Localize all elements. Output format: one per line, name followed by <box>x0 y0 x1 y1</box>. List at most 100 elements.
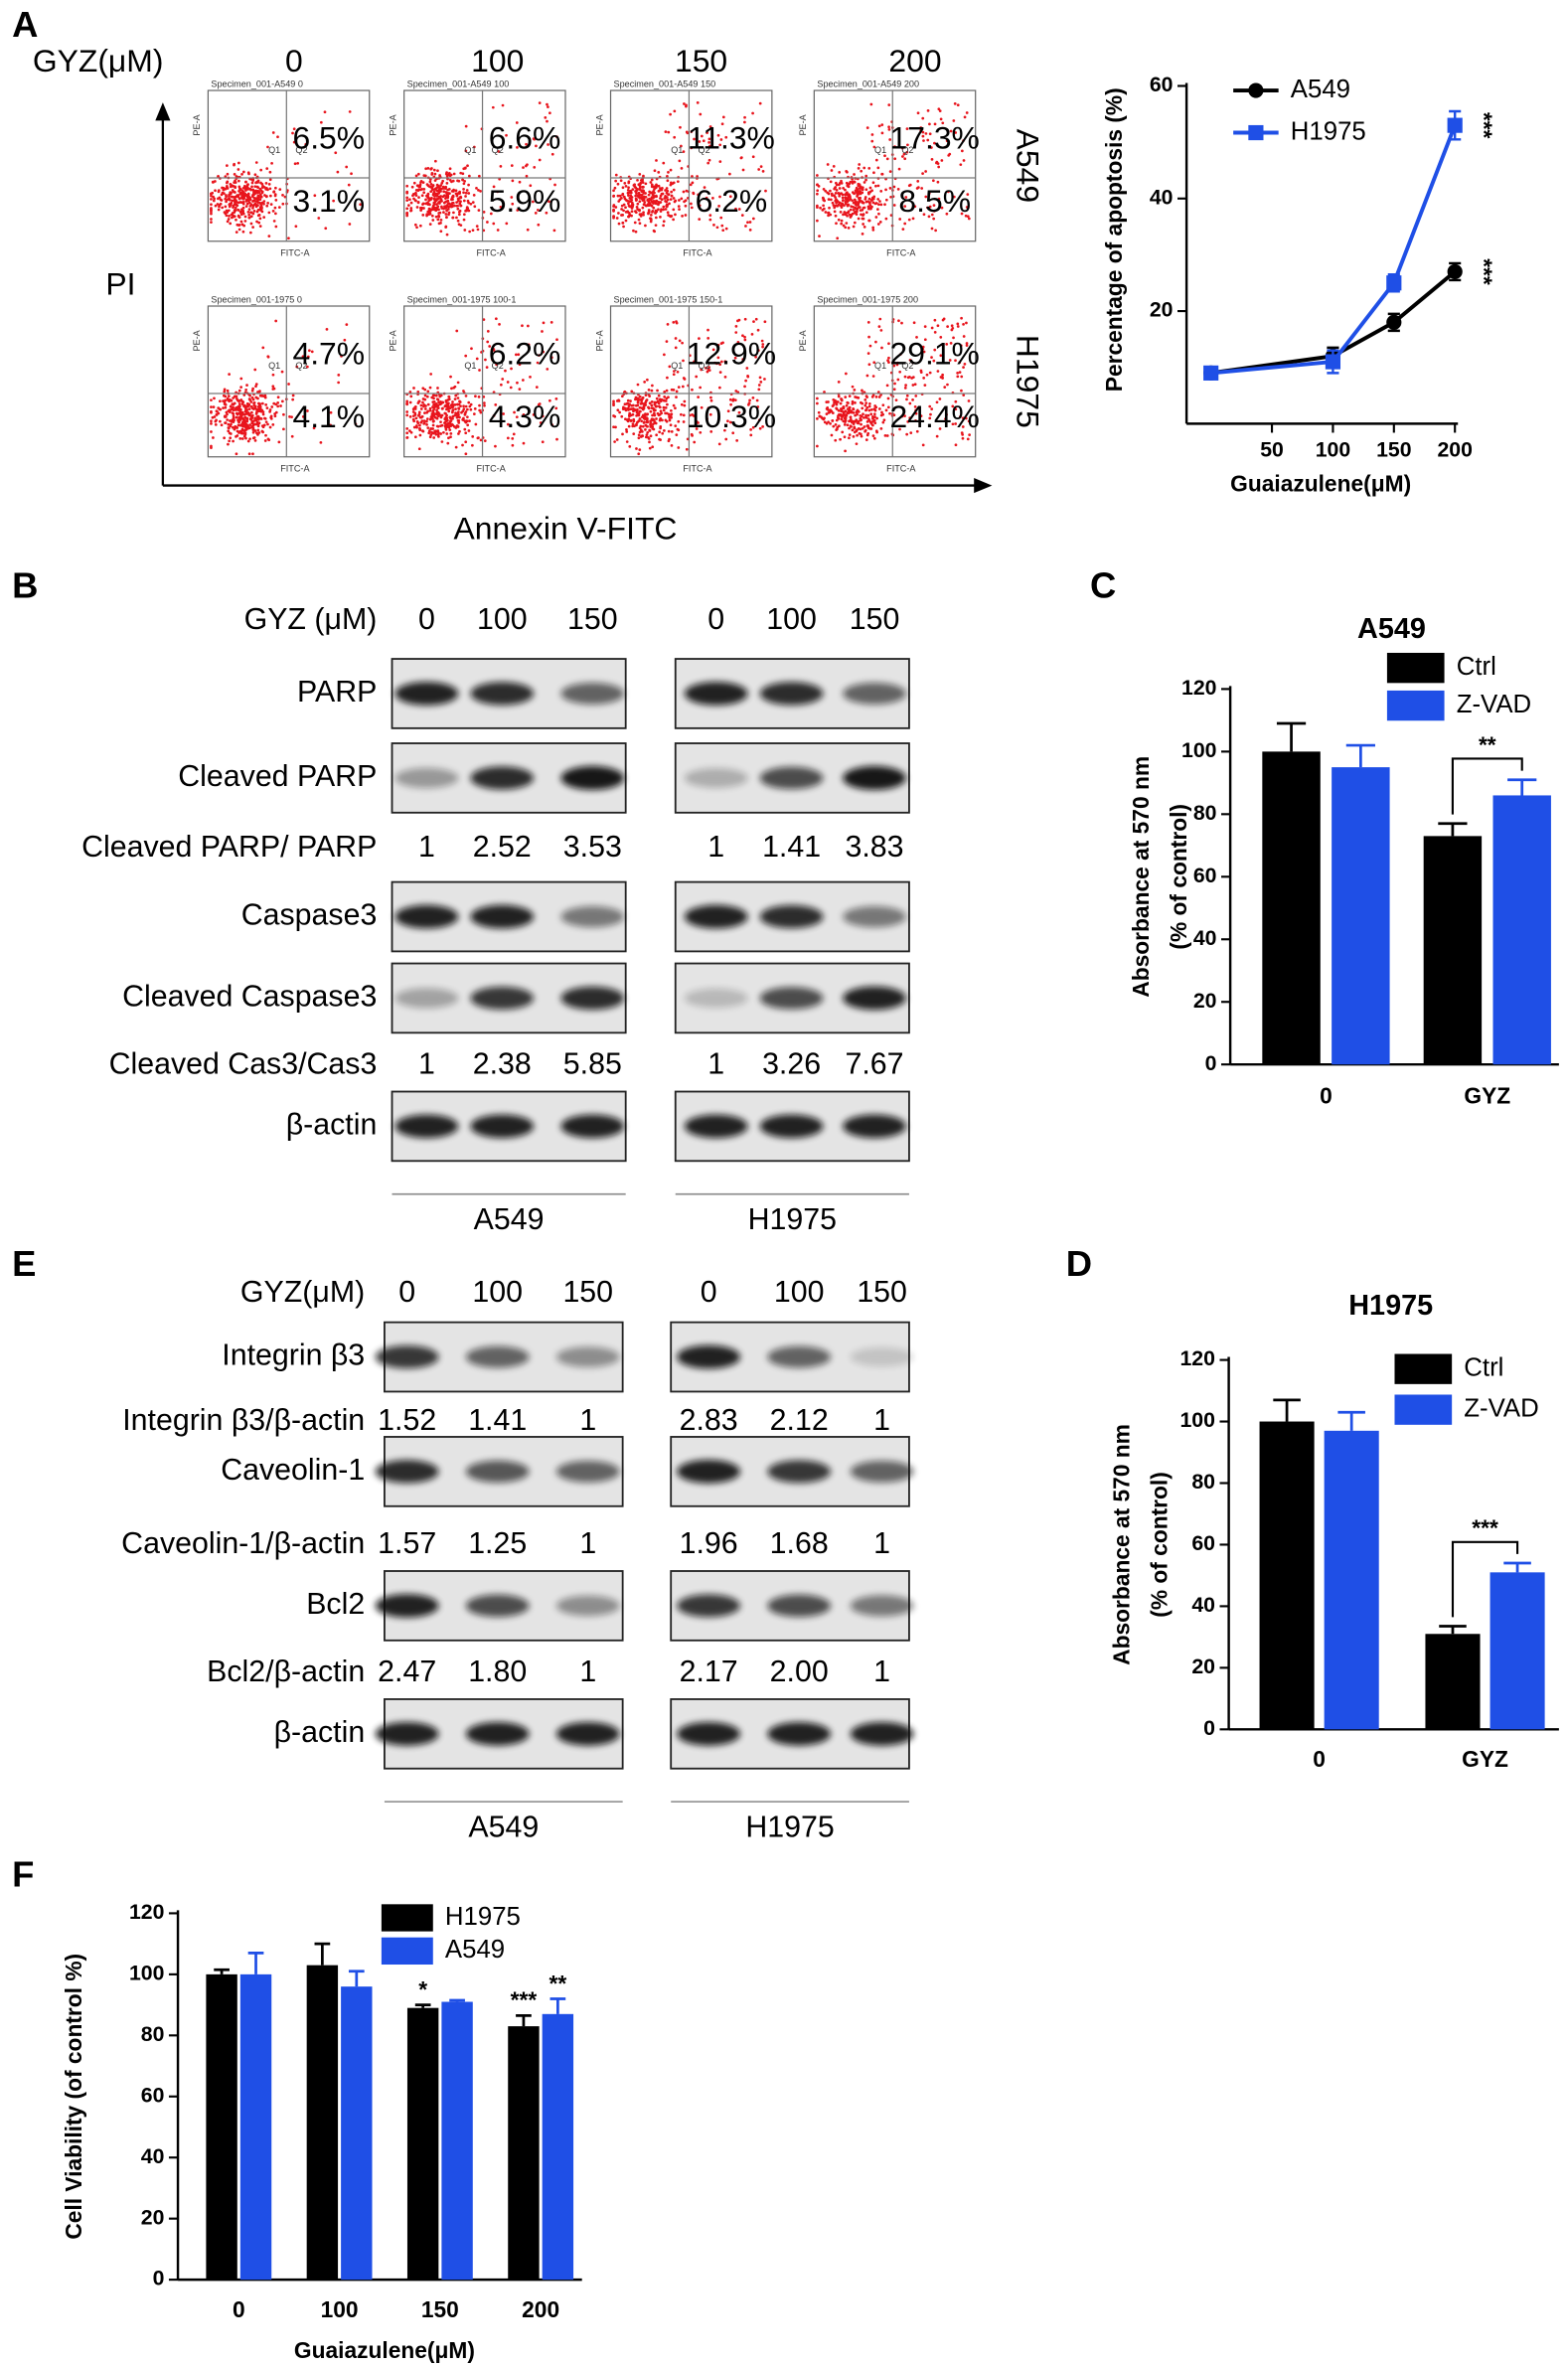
dot <box>225 200 228 204</box>
dot <box>238 437 242 440</box>
dot <box>231 216 234 220</box>
dot <box>435 208 439 211</box>
dot <box>877 203 880 207</box>
dot <box>260 191 264 195</box>
dot <box>451 216 455 220</box>
dot <box>244 205 248 208</box>
dot <box>250 185 253 189</box>
dot <box>854 401 857 404</box>
dot <box>879 394 882 396</box>
dot <box>457 179 461 183</box>
dot <box>856 188 860 191</box>
dot <box>637 433 641 437</box>
legend-label: Ctrl <box>1457 653 1496 681</box>
dot <box>662 405 666 409</box>
dot <box>482 318 486 322</box>
dot <box>959 163 963 167</box>
dot <box>231 425 235 429</box>
dot <box>648 446 652 450</box>
dot <box>424 198 427 202</box>
dot <box>672 181 676 185</box>
dot <box>256 424 260 428</box>
dot <box>698 204 702 208</box>
dot <box>650 403 654 407</box>
dot <box>224 403 228 406</box>
dot <box>652 200 655 204</box>
dot <box>851 385 855 389</box>
dot <box>639 424 643 428</box>
dot <box>923 384 927 388</box>
dot <box>734 207 737 211</box>
dot <box>242 224 246 228</box>
dot <box>652 427 656 431</box>
dot <box>263 439 267 442</box>
dot <box>216 409 219 413</box>
dot <box>264 433 267 437</box>
dot <box>522 413 526 416</box>
dot <box>627 194 630 198</box>
dot <box>271 131 275 134</box>
dot <box>241 230 245 234</box>
dot <box>653 400 657 404</box>
arrow-head <box>974 477 993 494</box>
dot <box>241 416 245 420</box>
dose: 100 <box>774 1276 825 1309</box>
channel-label: PE-A <box>594 113 604 135</box>
dot <box>225 214 229 218</box>
dot <box>840 219 844 223</box>
dot <box>451 423 455 427</box>
dot <box>715 226 719 230</box>
dot <box>852 208 856 212</box>
specimen-name: Specimen_001-1975 100-1 <box>407 294 517 304</box>
dot <box>871 375 875 378</box>
dot <box>663 197 667 200</box>
dot <box>492 348 496 351</box>
dot <box>313 194 317 198</box>
dot <box>405 199 409 203</box>
dot <box>468 419 471 422</box>
dot <box>453 397 457 400</box>
dot <box>494 317 498 321</box>
dot <box>214 423 218 426</box>
dot <box>405 431 409 435</box>
ratio: 1.68 <box>770 1527 829 1560</box>
dot <box>637 218 641 222</box>
dot <box>901 155 904 158</box>
dot <box>641 424 645 428</box>
marker <box>1447 263 1463 279</box>
dot <box>748 229 752 232</box>
dot <box>232 416 235 419</box>
dot <box>419 407 423 410</box>
dot <box>840 203 844 207</box>
dot <box>846 400 850 404</box>
dot <box>416 189 420 193</box>
dot <box>674 424 678 427</box>
dot <box>699 112 703 116</box>
ratio: 1.25 <box>468 1527 527 1560</box>
dot <box>259 189 263 192</box>
dot <box>227 442 230 446</box>
dose: 100 <box>472 1276 523 1309</box>
dot <box>428 208 432 211</box>
dot <box>458 202 462 206</box>
dot <box>847 211 850 215</box>
band <box>677 1460 740 1484</box>
dot <box>291 394 295 397</box>
annotation: ** <box>1479 731 1496 757</box>
dot <box>647 389 651 392</box>
dot <box>483 403 486 407</box>
dot <box>706 406 710 410</box>
band <box>394 904 459 929</box>
dot <box>825 421 829 425</box>
dot <box>650 183 654 187</box>
dot <box>482 210 486 214</box>
dot <box>669 198 673 201</box>
y-tick-label: 20 <box>1150 298 1174 322</box>
dot <box>458 429 461 433</box>
dot <box>237 398 240 402</box>
dot <box>464 431 468 435</box>
dot <box>267 235 271 237</box>
dot <box>845 403 849 407</box>
dot <box>908 183 912 187</box>
dot <box>451 416 454 420</box>
